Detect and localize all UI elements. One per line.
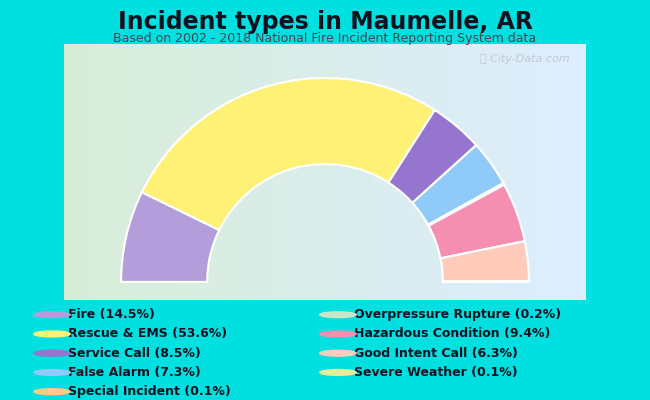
Wedge shape	[428, 184, 504, 226]
Text: Good Intent Call (6.3%): Good Intent Call (6.3%)	[354, 347, 518, 360]
Text: Severe Weather (0.1%): Severe Weather (0.1%)	[354, 366, 518, 379]
Wedge shape	[121, 192, 219, 282]
Circle shape	[34, 389, 70, 394]
Circle shape	[34, 312, 70, 318]
Text: Service Call (8.5%): Service Call (8.5%)	[68, 347, 201, 360]
Text: Fire (14.5%): Fire (14.5%)	[68, 308, 155, 321]
Wedge shape	[412, 145, 503, 225]
Text: Hazardous Condition (9.4%): Hazardous Condition (9.4%)	[354, 328, 551, 340]
Circle shape	[34, 370, 70, 375]
Text: Overpressure Rupture (0.2%): Overpressure Rupture (0.2%)	[354, 308, 562, 321]
Text: Rescue & EMS (53.6%): Rescue & EMS (53.6%)	[68, 328, 228, 340]
Wedge shape	[441, 241, 529, 282]
Circle shape	[320, 370, 356, 375]
Circle shape	[320, 312, 356, 318]
Wedge shape	[389, 110, 476, 203]
Circle shape	[34, 331, 70, 337]
Text: ⓘ City-Data.com: ⓘ City-Data.com	[480, 54, 570, 64]
Text: Incident types in Maumelle, AR: Incident types in Maumelle, AR	[118, 10, 532, 34]
Wedge shape	[142, 78, 435, 230]
Wedge shape	[428, 185, 525, 258]
Circle shape	[320, 350, 356, 356]
Wedge shape	[443, 281, 529, 282]
Circle shape	[34, 350, 70, 356]
Wedge shape	[428, 183, 504, 225]
Text: Special Incident (0.1%): Special Incident (0.1%)	[68, 385, 231, 398]
Circle shape	[320, 331, 356, 337]
Text: Based on 2002 - 2018 National Fire Incident Reporting System data: Based on 2002 - 2018 National Fire Incid…	[114, 32, 536, 45]
Text: False Alarm (7.3%): False Alarm (7.3%)	[68, 366, 201, 379]
